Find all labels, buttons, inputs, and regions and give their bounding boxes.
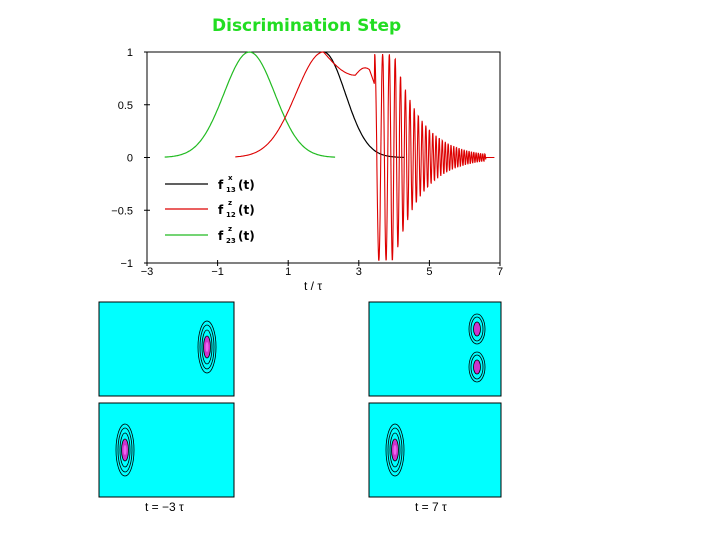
legend-f13x-arg: (t) [238, 178, 255, 192]
legend-f12z-main: f [218, 203, 224, 217]
blob [385, 423, 405, 477]
blob [468, 351, 486, 383]
legend-f23z-sup: z [228, 225, 232, 233]
legend-f13x-main: f [218, 178, 224, 192]
blob [468, 313, 486, 345]
y-tick-label: 0.5 [118, 100, 133, 112]
legend-f12z-sup: z [228, 199, 232, 207]
inset-left-top [98, 301, 235, 397]
x-tick-label: −1 [211, 266, 224, 278]
blob [115, 423, 135, 477]
x-tick-label: −3 [141, 266, 154, 278]
series-f12z [235, 51, 495, 261]
y-tick-label: 0 [127, 153, 133, 165]
y-tick-label: −1 [120, 258, 133, 270]
y-tick-label: −0.5 [111, 205, 133, 217]
blob [197, 320, 217, 374]
y-ticks: 1 0.5 0 −0.5 −1 [111, 47, 150, 270]
chart-title: Discrimination Step [212, 16, 402, 36]
inset-right-bottom [368, 402, 502, 498]
x-tick-label: 7 [497, 266, 503, 278]
x-tick-label: 1 [285, 266, 291, 278]
inset-caption-right: t = 7 τ [415, 500, 447, 514]
inset-right-top [368, 301, 502, 397]
inset-left-bottom [98, 402, 235, 498]
legend-f12z-arg: (t) [238, 203, 255, 217]
y-tick-label: 1 [127, 47, 133, 59]
inset-caption-left: t = −3 τ [145, 500, 184, 514]
legend-f12z-sub: 12 [226, 211, 236, 219]
x-axis-label: t / τ [304, 279, 322, 293]
x-ticks: −3 −1 1 3 5 7 [141, 260, 503, 278]
x-tick-label: 5 [426, 266, 432, 278]
legend-f23z-arg: (t) [238, 229, 255, 243]
series-f23z [164, 51, 336, 158]
legend-f23z-main: f [218, 229, 224, 243]
legend-f13x-sub: 13 [226, 186, 236, 194]
x-tick-label: 3 [356, 266, 362, 278]
legend: f x 13 (t) f z 12 (t) f z 23 (t) [165, 174, 255, 245]
legend-f13x-sup: x [228, 174, 233, 182]
legend-f23z-sub: 23 [226, 237, 236, 245]
